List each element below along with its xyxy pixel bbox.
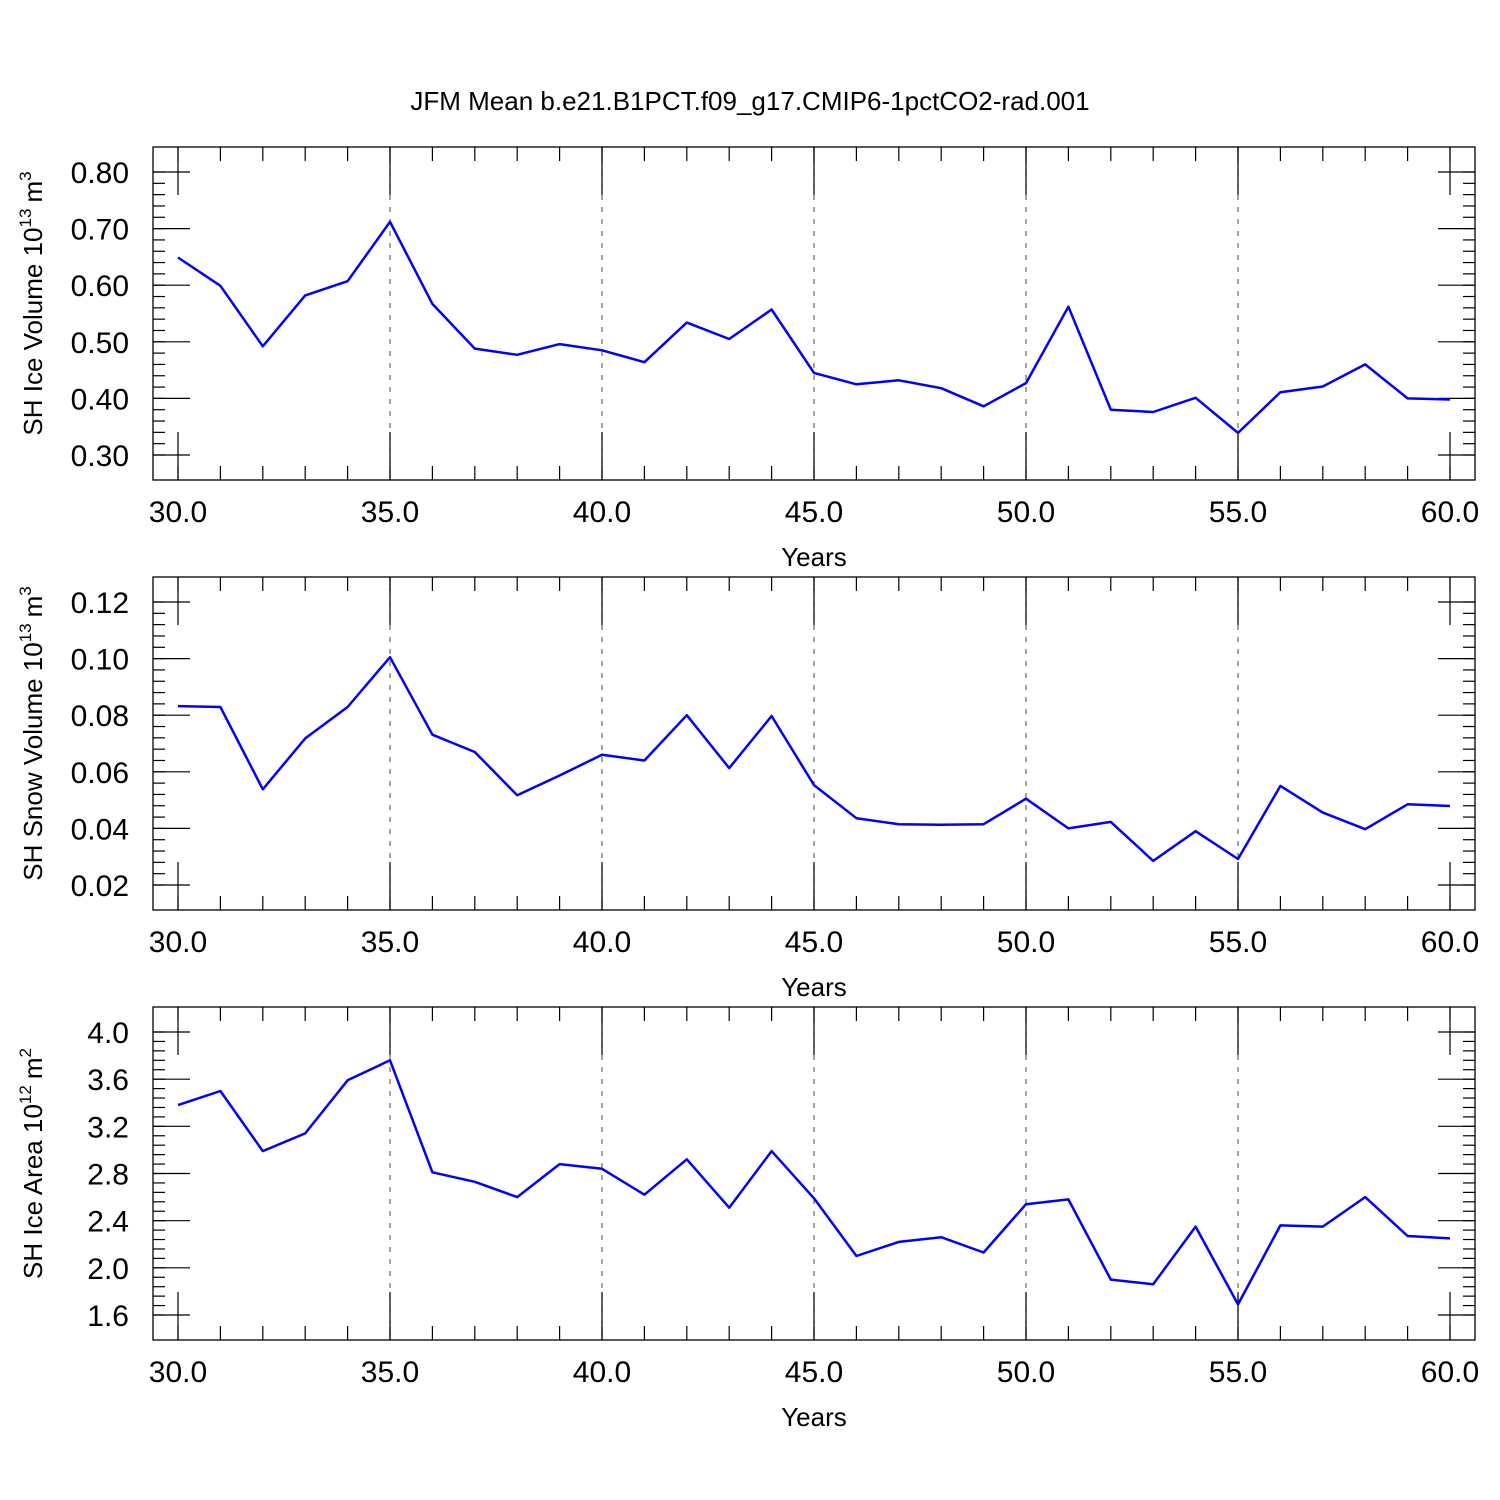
- ice-area-x-tick-label: 30.0: [149, 1356, 207, 1389]
- figure-title: JFM Mean b.e21.B1PCT.f09_g17.CMIP6-1pctC…: [410, 86, 1089, 116]
- ice-area-y-tick-label: 2.4: [87, 1206, 129, 1239]
- snow-volume-y-axis-title-unit-exponent: 3: [16, 586, 35, 595]
- snow-volume-y-axis-title-text: SH Snow Volume 10: [18, 642, 48, 880]
- ice-volume-y-axis-title-text: SH Ice Volume 10: [18, 227, 48, 435]
- panel-ice-volume: 0.30 0.40 0.50 0.60 0.70 0.80 30.0 35.0 40.0 45.0…: [16, 146, 1479, 572]
- ice-area-series-line: [177, 1059, 1451, 1306]
- snow-volume-x-tick-label: 35.0: [361, 926, 419, 959]
- ice-area-y-tick-label: 3.2: [87, 1111, 129, 1144]
- ice-volume-x-tick-label: 35.0: [361, 496, 419, 529]
- panel-ice-area: 1.6 2.0 2.4 2.8 3.2 3.6 4.0 30.0 35.0 40.0 45.0 50.…: [16, 1006, 1479, 1432]
- ice-area-y-tick-label: 3.6: [87, 1064, 129, 1097]
- snow-volume-x-tick-label: 55.0: [1209, 926, 1267, 959]
- ice-volume-y-tick-label: 0.40: [71, 383, 129, 416]
- ice-volume-y-tick-label: 0.60: [71, 270, 129, 303]
- ice-volume-y-axis-title: SH Ice Volume 1013 m3: [16, 171, 48, 435]
- snow-volume-y-tick-label: 0.04: [71, 813, 129, 846]
- ice-area-y-tick-label: 4.0: [87, 1017, 129, 1050]
- ice-area-x-axis-title: Years: [781, 1402, 847, 1432]
- snow-volume-y-tick-label: 0.10: [71, 644, 129, 677]
- ice-area-y-axis-title: SH Ice Area 1012 m2: [16, 1048, 48, 1279]
- snow-volume-y-axis-title-exponent: 13: [16, 623, 35, 642]
- ice-area-x-tick-label: 50.0: [997, 1356, 1055, 1389]
- ice-volume-y-axis-title-exponent: 13: [16, 209, 35, 228]
- snow-volume-y-tick-label: 0.08: [71, 700, 129, 733]
- ice-area-x-tick-label: 60.0: [1421, 1356, 1479, 1389]
- snow-volume-series-line: [177, 655, 1451, 863]
- snow-volume-y-tick-label: 0.02: [71, 870, 129, 903]
- snow-volume-y-axis-title: SH Snow Volume 1013 m3: [16, 586, 48, 881]
- ice-volume-y-axis-title-unit-exponent: 3: [16, 171, 35, 180]
- snow-volume-y-tick-label: 0.06: [71, 757, 129, 790]
- ice-volume-y-tick-label: 0.50: [71, 327, 129, 360]
- ice-volume-x-axis-title: Years: [781, 542, 847, 572]
- snow-volume-y-tick-label: 0.12: [71, 587, 129, 620]
- snow-volume-x-tick-label: 60.0: [1421, 926, 1479, 959]
- ice-volume-x-tick-label: 50.0: [997, 496, 1055, 529]
- snow-volume-x-tick-label: 30.0: [149, 926, 207, 959]
- ice-area-x-tick-label: 55.0: [1209, 1356, 1267, 1389]
- ice-area-y-tick-label: 2.8: [87, 1159, 129, 1192]
- ice-volume-y-tick-label: 0.80: [71, 157, 129, 190]
- ice-volume-series-line: [177, 220, 1451, 435]
- ice-area-y-axis-title-text: SH Ice Area 10: [18, 1104, 48, 1279]
- ice-volume-x-tick-label: 45.0: [785, 496, 843, 529]
- ice-volume-y-axis-title-unit: m: [18, 181, 48, 203]
- ice-volume-x-tick-label: 40.0: [573, 496, 631, 529]
- ice-area-y-tick-label: 1.6: [87, 1300, 129, 1333]
- panel-snow-volume: 0.02 0.04 0.06 0.08 0.10 0.12 30.0 35.0 40.0 45.0…: [16, 576, 1479, 1002]
- ice-area-x-tick-label: 40.0: [573, 1356, 631, 1389]
- ice-volume-x-tick-label: 30.0: [149, 496, 207, 529]
- snow-volume-x-tick-label: 50.0: [997, 926, 1055, 959]
- ice-area-x-tick-label: 45.0: [785, 1356, 843, 1389]
- snow-volume-x-axis-title: Years: [781, 972, 847, 1002]
- snow-volume-x-tick-label: 45.0: [785, 926, 843, 959]
- ice-volume-y-tick-label: 0.30: [71, 440, 129, 473]
- ice-area-y-axis-title-unit-exponent: 2: [16, 1048, 35, 1057]
- ice-volume-y-tick-label: 0.70: [71, 214, 129, 247]
- ice-area-y-axis-title-unit: m: [18, 1057, 48, 1079]
- ice-volume-x-tick-label: 55.0: [1209, 496, 1267, 529]
- ice-volume-x-tick-label: 60.0: [1421, 496, 1479, 529]
- ice-area-x-tick-label: 35.0: [361, 1356, 419, 1389]
- snow-volume-y-axis-title-unit: m: [18, 596, 48, 618]
- ice-area-y-axis-title-exponent: 12: [16, 1085, 35, 1104]
- ice-area-y-tick-label: 2.0: [87, 1253, 129, 1286]
- snow-volume-x-tick-label: 40.0: [573, 926, 631, 959]
